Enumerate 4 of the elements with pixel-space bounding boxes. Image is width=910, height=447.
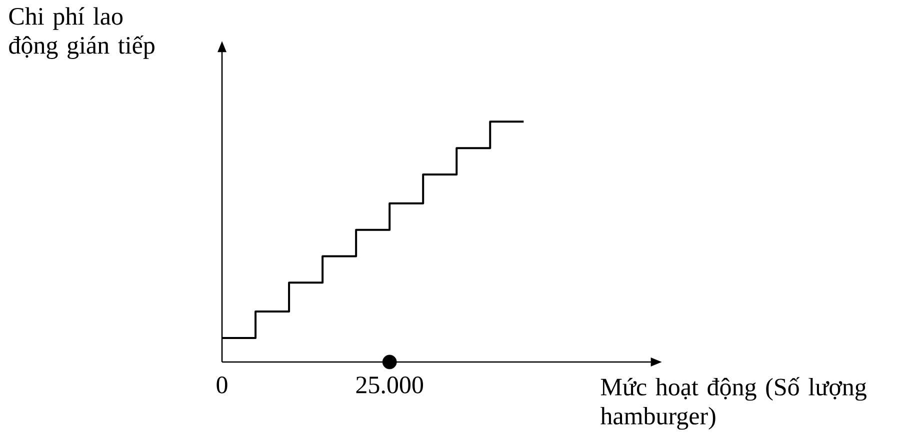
x-axis-title: Mức hoạt động (Số lượng hamburger) bbox=[600, 377, 866, 430]
x-tick-label: 25.000 bbox=[356, 376, 424, 394]
x-tick-label: 0 bbox=[216, 376, 228, 394]
y-axis-title: Chi phí lao động gián tiếp bbox=[9, 7, 154, 59]
